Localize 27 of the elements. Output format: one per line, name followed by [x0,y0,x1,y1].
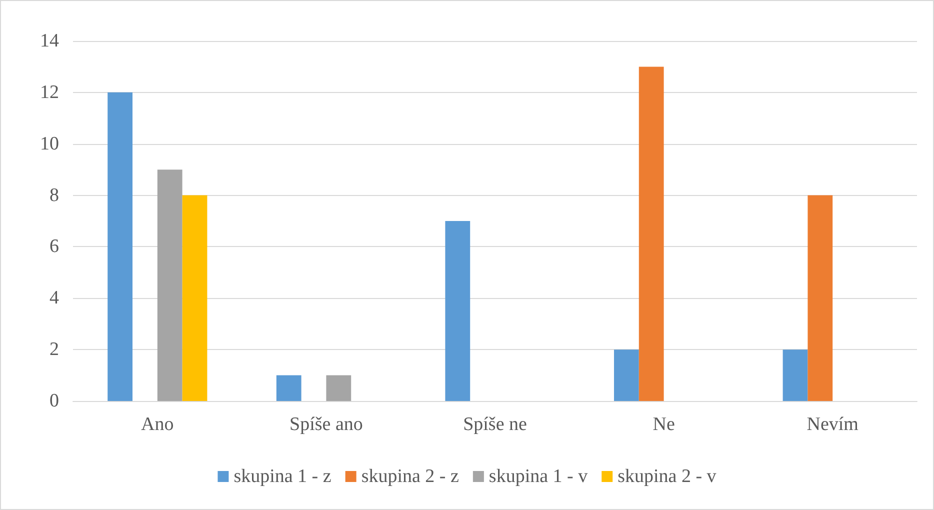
x-tick-label: Ano [141,414,174,435]
y-tick-label: 4 [50,288,60,309]
x-tick-label: Nevím [806,414,859,435]
bar [157,170,182,401]
bar [808,195,833,401]
y-tick-label: 2 [50,339,59,360]
y-tick-label: 0 [50,390,59,412]
y-tick-label: 6 [50,236,59,258]
bar [445,221,470,401]
bar [108,92,132,401]
y-tick-label: 8 [50,184,59,206]
x-tick-label: Ne [652,414,675,435]
y-tick-label: 10 [40,133,59,154]
legend-label: skupina 2 - v [618,466,717,487]
y-tick-label: 14 [40,30,60,52]
legend-label: skupina 1 - v [488,466,588,487]
x-tick-label: Spíše ano [290,414,363,435]
legend-label: skupina 2 - z [361,466,459,487]
bar [276,375,302,401]
legend-label: skupina 1 - z [234,466,332,487]
bar [638,66,664,401]
x-tick-label: Spíše ne [463,414,527,435]
bar [614,350,639,401]
bar [782,350,808,401]
bar [182,195,208,401]
y-tick-label: 12 [40,82,59,103]
bar [326,375,352,401]
